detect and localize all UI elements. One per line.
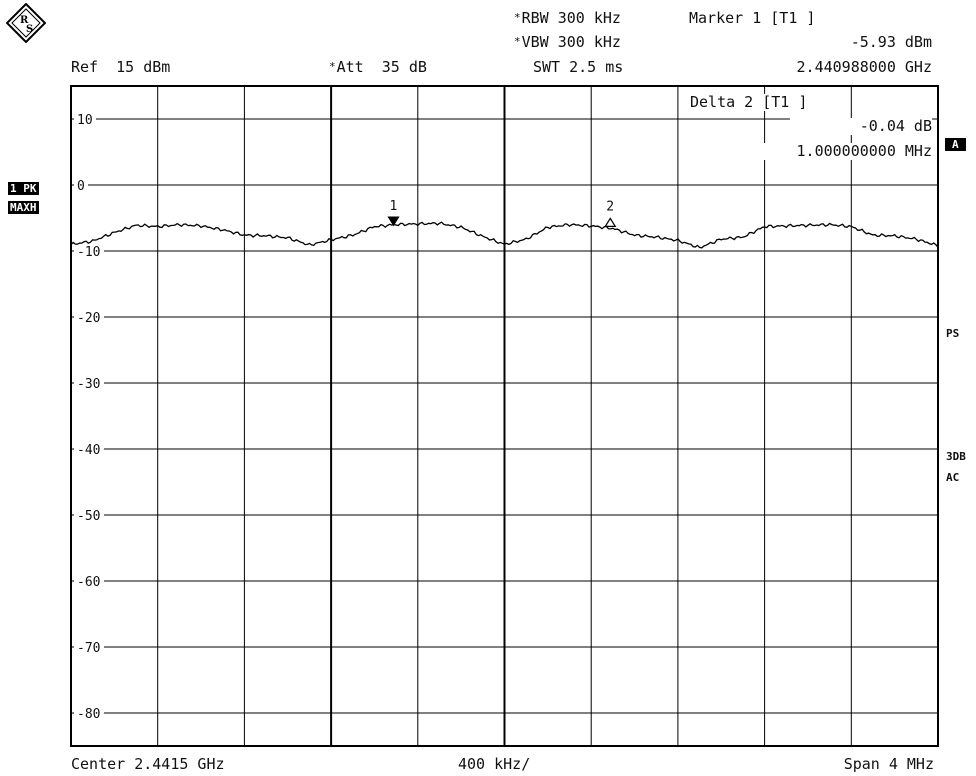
tick-label-bg <box>74 244 104 257</box>
tick-label-bg <box>74 310 104 323</box>
ps-label: PS <box>946 327 960 340</box>
y-tick-label: 0 <box>77 179 85 194</box>
y-tick-label: -40 <box>77 443 100 458</box>
marker-1-label: 1 <box>390 199 398 214</box>
vbw-setting: *VBW 300 kHz <box>514 33 621 51</box>
marker1-title: Marker 1 [T1 ] <box>689 9 816 27</box>
y-tick-label: -10 <box>77 245 100 260</box>
y-tick-label: -50 <box>77 509 100 524</box>
tick-label-bg <box>74 508 104 521</box>
y-tick-label: -60 <box>77 575 100 590</box>
division-setting: 400 kHz/ <box>458 755 531 773</box>
rs-logo-icon: R S <box>6 3 46 43</box>
delta-title: Delta 2 [T1 ] <box>690 93 808 111</box>
ac-label: AC <box>946 471 960 484</box>
tick-label-bg <box>74 376 104 389</box>
rbw-setting: *RBW 300 kHz <box>514 9 621 27</box>
tick-label-bg <box>74 442 104 455</box>
tick-label-bg <box>74 640 104 653</box>
attenuation: *Att 35 dB <box>329 58 427 76</box>
trace-a-badge: A <box>945 138 966 151</box>
marker-2-symbol <box>604 217 617 228</box>
3db-label: 3DB <box>946 450 966 463</box>
tick-label-bg <box>74 706 104 719</box>
center-frequency: Center 2.4415 GHz <box>71 755 225 773</box>
marker-2-label: 2 <box>606 199 614 214</box>
marker-1-symbol <box>387 216 400 227</box>
y-tick-label: 10 <box>77 113 93 128</box>
tick-label-bg <box>74 574 104 587</box>
y-tick-label: -20 <box>77 311 100 326</box>
svg-text:R: R <box>20 15 29 26</box>
y-tick-labels: 10 0 -10 -20 -30 -40 -50 -60 -70 -80 <box>74 112 104 722</box>
trace-mode-badge: 1 PK <box>8 182 39 195</box>
detector-badge: MAXH <box>8 201 39 214</box>
y-tick-label: -30 <box>77 377 100 392</box>
span-setting: Span 4 MHz <box>843 755 934 773</box>
reference-level: Ref 15 dBm <box>71 58 171 76</box>
delta-level: -0.04 dB <box>790 118 932 135</box>
y-tick-label: -80 <box>77 707 100 722</box>
plot-grid <box>70 85 939 747</box>
tick-label-bg <box>74 178 88 191</box>
y-tick-label: -70 <box>77 641 100 656</box>
marker1-level: -5.93 dBm <box>850 33 932 51</box>
sweep-time: SWT 2.5 ms <box>533 58 624 76</box>
tick-label-bg <box>74 112 96 125</box>
delta-frequency: 1.000000000 MHz <box>730 143 932 160</box>
svg-text:S: S <box>26 24 33 35</box>
marker1-frequency: 2.440988000 GHz <box>796 58 932 76</box>
trace-line <box>70 221 939 249</box>
